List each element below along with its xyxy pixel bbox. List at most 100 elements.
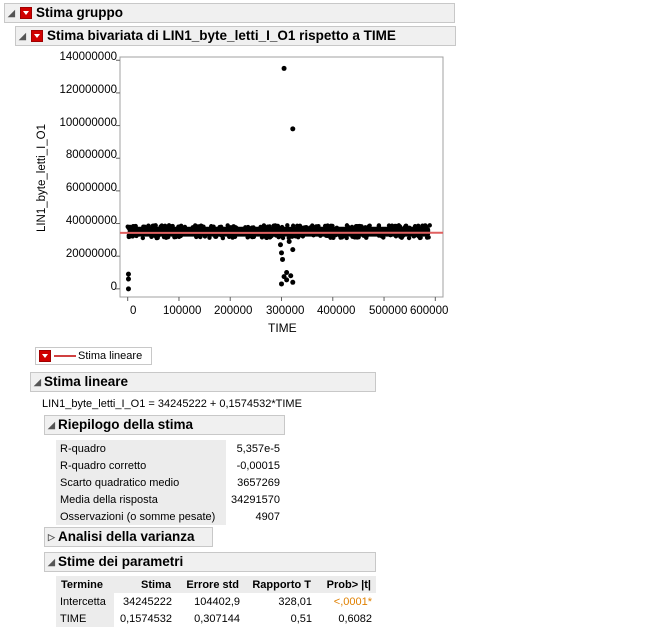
y-tick-label: 100000000 <box>59 117 117 129</box>
data-point <box>418 233 423 238</box>
param-estimate: 0,1574532 <box>120 612 172 625</box>
data-point <box>344 235 349 241</box>
data-point <box>394 223 399 229</box>
data-point <box>427 223 432 228</box>
data-point <box>133 223 138 229</box>
col-header: Errore std <box>176 576 244 593</box>
data-point <box>352 235 358 240</box>
data-point <box>388 232 393 238</box>
table-row: Media della risposta 34291570 <box>56 491 284 508</box>
data-point <box>203 233 208 238</box>
params-table: Termine Stima Errore std Rapporto T Prob… <box>56 576 376 627</box>
data-point <box>420 223 425 228</box>
data-point <box>125 286 131 292</box>
data-point <box>364 235 369 240</box>
data-point <box>162 223 168 229</box>
data-point <box>288 273 294 279</box>
data-point <box>406 235 412 241</box>
collapse-triangle-icon[interactable]: ◢ <box>48 420 55 430</box>
data-point <box>339 235 345 240</box>
data-point <box>290 279 296 285</box>
summary-value: 3657269 <box>237 476 280 489</box>
summary-value: 4907 <box>255 510 280 523</box>
data-point <box>126 234 132 240</box>
collapse-triangle-icon[interactable]: ◢ <box>8 8 15 18</box>
data-point <box>196 224 201 229</box>
data-point <box>290 126 296 132</box>
x-tick-label: 0 <box>130 305 137 317</box>
data-point <box>279 281 284 287</box>
anova-header[interactable]: ▷ Analisi della varianza <box>44 527 213 547</box>
x-tick-label: 300000 <box>266 305 305 317</box>
point-band <box>125 223 432 241</box>
data-point <box>211 224 216 229</box>
col-header: Rapporto T <box>244 576 316 593</box>
data-point <box>402 225 407 230</box>
data-point <box>354 224 359 229</box>
table-row: R-quadro corretto -0,00015 <box>56 457 284 474</box>
data-point <box>153 223 158 228</box>
collapse-triangle-icon[interactable]: ◢ <box>48 557 55 567</box>
scatter-plot[interactable] <box>0 0 665 340</box>
fit-header[interactable]: ◢ Stima lineare <box>30 372 376 392</box>
data-point <box>165 234 171 240</box>
table-row: TIME 0,1574532 0,307144 0,51 0,6082 <box>56 610 376 627</box>
data-point <box>397 224 403 229</box>
legend-menu-icon[interactable] <box>39 350 51 362</box>
data-point <box>296 234 301 240</box>
legend-box[interactable]: Stima lineare <box>35 347 152 365</box>
data-point <box>426 235 431 240</box>
y-ticks <box>116 59 120 290</box>
collapse-triangle-icon[interactable]: ◢ <box>34 377 41 387</box>
data-point <box>251 234 257 239</box>
data-point <box>247 234 252 239</box>
summary-value: -0,00015 <box>236 459 280 472</box>
data-point <box>127 224 133 230</box>
data-point <box>416 223 421 229</box>
red-triangle-menu-icon[interactable] <box>31 30 43 42</box>
col-header: Stima <box>114 576 176 593</box>
x-tick-label: 200000 <box>214 305 253 317</box>
data-point <box>290 223 296 228</box>
data-point <box>334 225 340 231</box>
data-point <box>231 224 236 229</box>
data-point <box>281 65 287 71</box>
data-point <box>173 234 179 240</box>
table-row: R-quadro 5,357e-5 <box>56 440 284 457</box>
data-point <box>286 238 292 244</box>
param-prob: 0,6082 <box>338 612 372 625</box>
data-point <box>363 225 368 230</box>
param-prob: <,0001* <box>333 595 372 608</box>
data-point <box>194 234 199 240</box>
collapse-triangle-icon[interactable]: ◢ <box>19 31 26 41</box>
y-tick-label: 20000000 <box>65 248 117 260</box>
red-triangle-menu-icon[interactable] <box>20 7 32 19</box>
bivariate-header[interactable]: ◢ Stima bivariata di LIN1_byte_letti_I_O… <box>15 26 456 46</box>
param-estimate: 34245222 <box>123 595 172 608</box>
data-point <box>357 223 362 229</box>
data-point <box>259 235 265 240</box>
expand-triangle-icon[interactable]: ▷ <box>48 532 55 542</box>
data-point <box>142 224 148 229</box>
data-point <box>325 223 330 228</box>
plot-frame <box>119 56 444 298</box>
data-point <box>201 224 206 229</box>
data-point <box>273 223 278 228</box>
param-tratio: 328,01 <box>278 595 312 608</box>
data-point <box>323 233 329 238</box>
data-point <box>285 223 290 228</box>
data-point <box>130 232 135 238</box>
data-point <box>331 235 336 241</box>
data-point <box>280 256 286 262</box>
data-point <box>245 224 251 230</box>
col-header: Termine <box>56 576 114 593</box>
summary-label: R-quadro <box>56 440 226 457</box>
data-point <box>286 235 291 241</box>
params-header[interactable]: ◢ Stime dei parametri <box>44 552 376 572</box>
data-point <box>125 271 131 277</box>
data-point <box>218 224 224 230</box>
data-point <box>329 225 334 231</box>
group-header[interactable]: ◢ Stima gruppo <box>4 3 455 23</box>
summary-header[interactable]: ◢ Riepilogo della stima <box>44 415 285 435</box>
x-tick-label: 500000 <box>369 305 408 317</box>
